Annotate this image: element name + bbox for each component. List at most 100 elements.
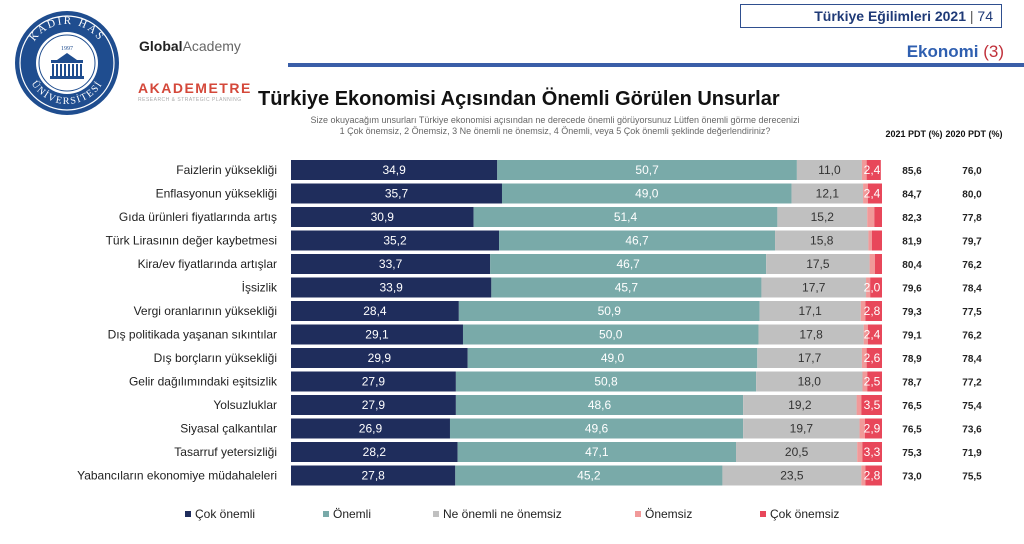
- data-label-ne-onemli-ne-onemsiz: 12,1: [816, 187, 840, 201]
- data-label-onemli: 51,4: [614, 210, 638, 224]
- category-label: Enflasyonun yüksekliği: [156, 187, 277, 201]
- data-label-onemli: 49,0: [601, 351, 625, 365]
- pdt-2021-value: 78,7: [902, 378, 922, 389]
- data-label-ne-onemli-ne-onemsiz: 19,7: [790, 422, 814, 436]
- bar-segment-onemli: [462, 324, 759, 345]
- data-label-onemli: 46,7: [616, 257, 640, 271]
- pdt-2021-value: 73,0: [902, 472, 922, 483]
- university-seal-logo: KADIR HAS ÜNİVERSİTESİ 1997: [15, 11, 119, 115]
- data-label-ne-onemli-ne-onemsiz: 17,5: [806, 257, 830, 271]
- category-label: Gelir dağılımındaki eşitsizlik: [129, 375, 278, 389]
- bar-segment-cok-onemli: [291, 348, 468, 368]
- bar-segment-onemsiz: [859, 418, 865, 439]
- data-label-cok-onemli: 29,9: [368, 351, 392, 365]
- pdt-2021-header: 2021 PDT (%): [885, 129, 943, 139]
- bar-segment-cok-onemli: [291, 254, 491, 274]
- pdt-2021-value: 79,3: [902, 307, 922, 318]
- bar-segment-onemsiz: [869, 254, 875, 274]
- data-label-cok-onemsiz: 2,9: [864, 422, 881, 436]
- category-label: Dış borçların yüksekliği: [154, 351, 277, 365]
- pdt-2020-value: 76,2: [962, 260, 982, 271]
- data-label-cok-onemsiz: 2,8: [864, 304, 881, 318]
- akademetre-logo: AKADEMETRE RESEARCH & STRATEGIC PLANNING: [138, 80, 252, 103]
- page-number: 74: [977, 8, 993, 24]
- seal-year: 1997: [61, 46, 73, 52]
- data-label-ne-onemli-ne-onemsiz: 17,1: [799, 304, 823, 318]
- pdt-2020-value: 77,8: [962, 213, 982, 224]
- bar-segment-onemli: [455, 395, 744, 415]
- pdt-2020-value: 78,4: [962, 354, 982, 365]
- pdt-2021-value: 76,5: [902, 425, 922, 436]
- subtitle-line-2: 1 Çok önemsiz, 2 Önemsiz, 3 Ne önemli ne…: [339, 126, 771, 136]
- bar-segment-cok-onemli: [291, 207, 474, 227]
- category-label: Vergi oranlarının yüksekliği: [134, 304, 277, 318]
- bar-segment-onemsiz: [868, 230, 872, 251]
- pdt-2021-value: 79,1: [902, 331, 922, 342]
- data-label-onemli: 50,8: [594, 375, 618, 389]
- bar-segment-ne-onemli-ne-onemsiz: [736, 442, 858, 462]
- legend-label: Önemli: [333, 507, 372, 521]
- pdt-2020-value: 73,6: [962, 425, 982, 436]
- legend-item-cok-onemsiz: Çok önemsiz: [760, 507, 839, 521]
- data-label-cok-onemli: 33,7: [379, 257, 403, 271]
- pdt-2021-value: 79,6: [902, 284, 922, 295]
- chart-legend: Çok önemli Önemli Ne önemli ne önemsiz Önem…: [0, 507, 1024, 523]
- data-label-ne-onemli-ne-onemsiz: 23,5: [780, 469, 804, 483]
- bar-segment-cok-onemli: [291, 277, 492, 298]
- bar-segment-onemsiz: [857, 442, 863, 462]
- data-label-cok-onemli: 27,9: [362, 398, 386, 412]
- data-label-onemli: 50,9: [598, 304, 622, 318]
- bar-segment-onemsiz: [867, 207, 875, 227]
- pdt-2021-value: 81,9: [902, 237, 922, 248]
- data-label-ne-onemli-ne-onemsiz: 15,2: [811, 210, 835, 224]
- data-label-cok-onemli: 33,9: [379, 281, 403, 295]
- data-label-cok-onemli: 35,7: [385, 187, 409, 201]
- bar-segment-onemli: [449, 418, 744, 439]
- bar-segment-ne-onemli-ne-onemsiz: [722, 465, 862, 486]
- legend-label: Çok önemsiz: [770, 507, 840, 521]
- bar-segment-ne-onemli-ne-onemsiz: [756, 371, 863, 392]
- legend-item-cok-onemli: Çok önemli: [185, 507, 255, 521]
- data-label-cok-onemsiz: 2,0: [864, 281, 881, 295]
- pdt-2021-value: 85,6: [902, 166, 922, 177]
- bar-segment-onemli: [457, 442, 737, 462]
- data-label-onemli: 46,7: [625, 234, 649, 248]
- bar-segment-cok-onemli: [291, 301, 459, 321]
- bar-segment-onemsiz: [861, 160, 867, 180]
- category-label: Kira/ev fiyatlarında artışlar: [138, 257, 277, 271]
- data-label-ne-onemli-ne-onemsiz: 17,8: [799, 328, 823, 342]
- report-title: Türkiye Eğilimleri 2021: [814, 8, 966, 24]
- data-label-cok-onemsiz: 3,5: [864, 398, 881, 412]
- data-label-ne-onemli-ne-onemsiz: 11,0: [818, 163, 841, 177]
- data-label-cok-onemli: 34,9: [382, 163, 406, 177]
- pdt-2021-value: 82,3: [902, 213, 922, 224]
- bar-segment-onemli: [490, 254, 767, 274]
- bar-segment-ne-onemli-ne-onemsiz: [759, 301, 861, 321]
- pdt-2021-value: 80,4: [902, 260, 922, 271]
- bar-segment-cok-onemsiz: [867, 371, 882, 392]
- data-label-cok-onemli: 27,8: [361, 469, 385, 483]
- global-academy-logo: GlobalAcademy: [139, 38, 241, 54]
- bar-segment-cok-onemsiz: [871, 230, 882, 251]
- bar-segment-cok-onemsiz: [862, 442, 882, 462]
- bar-segment-cok-onemsiz: [874, 254, 882, 274]
- data-label-ne-onemli-ne-onemsiz: 17,7: [802, 281, 826, 295]
- legend-item-ne-onemli-ne-onemsiz: Ne önemli ne önemsiz: [433, 507, 562, 521]
- bar-segment-cok-onemsiz: [866, 348, 882, 368]
- section-number: (3): [983, 42, 1004, 61]
- pdt-2020-value: 75,4: [962, 401, 982, 412]
- bar-segment-onemli: [499, 230, 776, 251]
- bar-segment-ne-onemli-ne-onemsiz: [761, 277, 867, 298]
- data-label-onemli: 45,7: [615, 281, 639, 295]
- bar-segment-cok-onemli: [291, 183, 502, 204]
- category-label: Siyasal çalkantılar: [180, 422, 277, 436]
- category-label: Faizlerin yüksekliği: [176, 163, 277, 177]
- bar-segment-ne-onemli-ne-onemsiz: [775, 230, 869, 251]
- legend-swatch: [760, 511, 766, 517]
- bar-segment-onemsiz: [861, 465, 866, 486]
- data-label-onemli: 50,7: [635, 163, 659, 177]
- header-divider: [288, 63, 1024, 67]
- category-label: Türk Lirasının değer kaybetmesi: [106, 234, 277, 248]
- category-label: Yolsuzluklar: [213, 398, 277, 412]
